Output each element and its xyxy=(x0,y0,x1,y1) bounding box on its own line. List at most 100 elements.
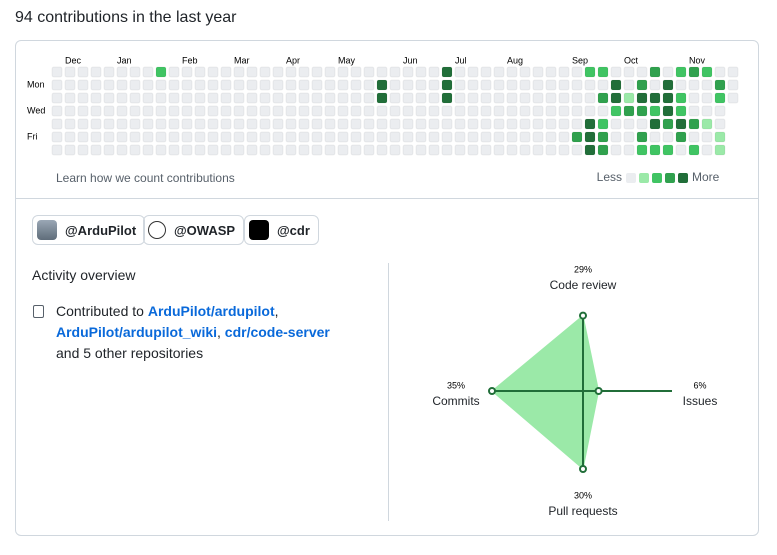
day-cell xyxy=(571,144,583,156)
day-label: Mon xyxy=(27,79,45,89)
day-cell xyxy=(441,105,453,117)
day-cell xyxy=(389,92,401,104)
day-cell xyxy=(493,79,505,91)
org-button[interactable]: @cdr xyxy=(244,215,319,245)
day-cell xyxy=(233,131,245,143)
learn-link[interactable]: Learn how we count contributions xyxy=(56,171,235,185)
org-name: @ArduPilot xyxy=(65,222,137,238)
day-cell xyxy=(220,118,232,130)
day-cell xyxy=(142,66,154,78)
day-cell xyxy=(506,144,518,156)
day-cell xyxy=(246,118,258,130)
day-cell xyxy=(155,66,167,78)
day-cell xyxy=(207,66,219,78)
day-cell xyxy=(519,118,531,130)
day-cell xyxy=(220,79,232,91)
day-cell xyxy=(467,105,479,117)
month-label: Dec xyxy=(65,55,82,65)
day-cell xyxy=(428,66,440,78)
day-cell xyxy=(623,118,635,130)
day-cell xyxy=(259,118,271,130)
day-cell xyxy=(233,79,245,91)
day-cell xyxy=(90,118,102,130)
day-cell xyxy=(636,92,648,104)
day-cell xyxy=(181,118,193,130)
day-cell xyxy=(376,92,388,104)
org-name: @cdr xyxy=(277,222,310,238)
day-cell xyxy=(246,92,258,104)
radar-label: Code review xyxy=(550,278,617,292)
day-cell xyxy=(467,92,479,104)
day-cell xyxy=(168,144,180,156)
month-label: Jan xyxy=(117,55,132,65)
month-label: Oct xyxy=(624,55,639,65)
day-cell xyxy=(376,79,388,91)
radar-percent: 6% xyxy=(693,380,706,390)
day-cell xyxy=(571,92,583,104)
day-cell xyxy=(714,118,726,130)
day-cell xyxy=(350,144,362,156)
org-button[interactable]: @ArduPilot xyxy=(32,215,146,245)
day-cell xyxy=(389,105,401,117)
day-cell xyxy=(259,105,271,117)
repo-link[interactable]: cdr/code-server xyxy=(224,324,330,340)
month-label: Mar xyxy=(234,55,250,65)
day-cell xyxy=(558,66,570,78)
day-cell xyxy=(103,79,115,91)
day-cell xyxy=(103,131,115,143)
day-cell xyxy=(298,144,310,156)
day-cell xyxy=(558,79,570,91)
day-cell xyxy=(285,131,297,143)
day-cell xyxy=(428,79,440,91)
day-cell xyxy=(259,92,271,104)
day-cell xyxy=(311,66,323,78)
day-cell xyxy=(649,66,661,78)
day-cell xyxy=(116,144,128,156)
day-cell xyxy=(441,131,453,143)
day-cell xyxy=(675,118,687,130)
divider xyxy=(16,198,759,199)
day-cell xyxy=(90,105,102,117)
day-cell xyxy=(402,79,414,91)
day-cell xyxy=(363,144,375,156)
day-cell xyxy=(662,79,674,91)
radar-percent: 30% xyxy=(574,490,592,500)
day-cell xyxy=(168,79,180,91)
day-cell xyxy=(415,118,427,130)
repo-link[interactable]: ArduPilot/ardupilot_wiki xyxy=(56,324,218,340)
day-cell xyxy=(142,131,154,143)
day-cell xyxy=(116,66,128,78)
day-cell xyxy=(714,144,726,156)
day-cell xyxy=(64,118,76,130)
repo-link[interactable]: ArduPilot/ardupilot xyxy=(147,303,275,319)
day-cell xyxy=(545,144,557,156)
day-cell xyxy=(480,144,492,156)
org-button[interactable]: @OWASP xyxy=(143,215,245,245)
day-cell xyxy=(597,79,609,91)
day-cell xyxy=(259,66,271,78)
day-cell xyxy=(454,105,466,117)
day-cell xyxy=(428,131,440,143)
day-cell xyxy=(311,92,323,104)
org-icon xyxy=(249,220,269,240)
day-cell xyxy=(415,66,427,78)
day-cell xyxy=(519,66,531,78)
title: 94 contributions in the last year xyxy=(15,9,237,26)
day-cell xyxy=(714,66,726,78)
day-cell xyxy=(142,144,154,156)
day-cell xyxy=(662,144,674,156)
day-cell xyxy=(376,105,388,117)
day-cell xyxy=(90,79,102,91)
day-cell xyxy=(649,105,661,117)
radar-percent: 35% xyxy=(447,380,465,390)
day-cell xyxy=(324,79,336,91)
day-cell xyxy=(77,144,89,156)
day-cell xyxy=(129,66,141,78)
day-cell xyxy=(90,66,102,78)
panel xyxy=(15,40,759,536)
day-cell xyxy=(376,131,388,143)
month-label: May xyxy=(338,55,356,65)
day-cell xyxy=(584,144,596,156)
day-cell xyxy=(64,66,76,78)
day-cell xyxy=(467,66,479,78)
